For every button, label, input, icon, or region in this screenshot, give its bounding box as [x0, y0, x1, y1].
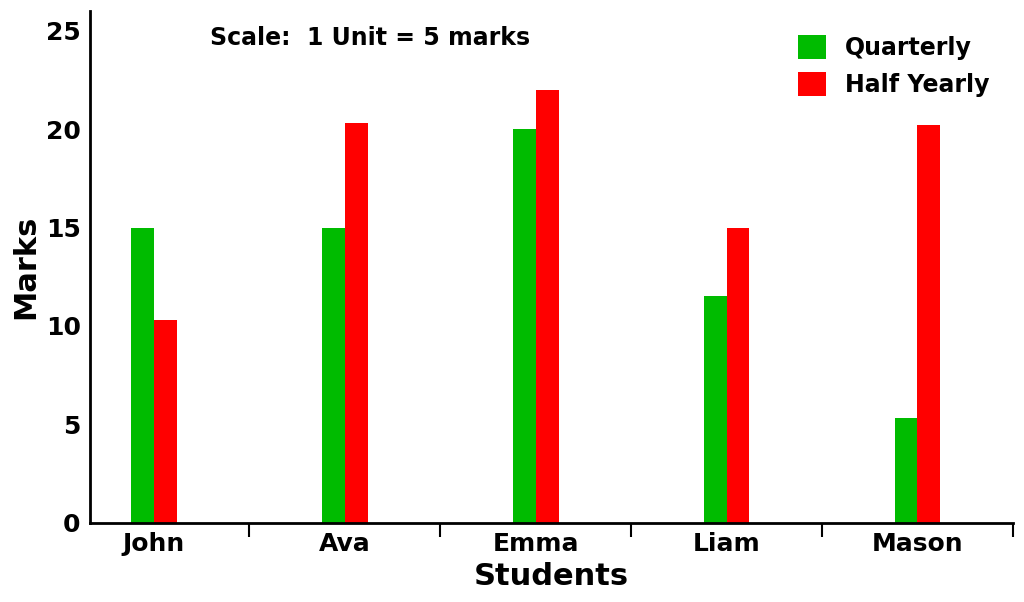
X-axis label: Students: Students [474, 562, 629, 591]
Bar [895, 418, 918, 523]
Bar [536, 90, 558, 523]
Bar [703, 296, 726, 523]
Bar [918, 125, 940, 523]
Bar [154, 320, 177, 523]
Bar [345, 123, 368, 523]
Text: Scale:  1 Unit = 5 marks: Scale: 1 Unit = 5 marks [210, 26, 530, 51]
Y-axis label: Marks: Marks [11, 215, 40, 319]
Bar [322, 228, 345, 523]
Bar [513, 129, 536, 523]
Bar [726, 228, 750, 523]
Bar [131, 228, 154, 523]
Legend: Quarterly, Half Yearly: Quarterly, Half Yearly [785, 23, 1001, 108]
